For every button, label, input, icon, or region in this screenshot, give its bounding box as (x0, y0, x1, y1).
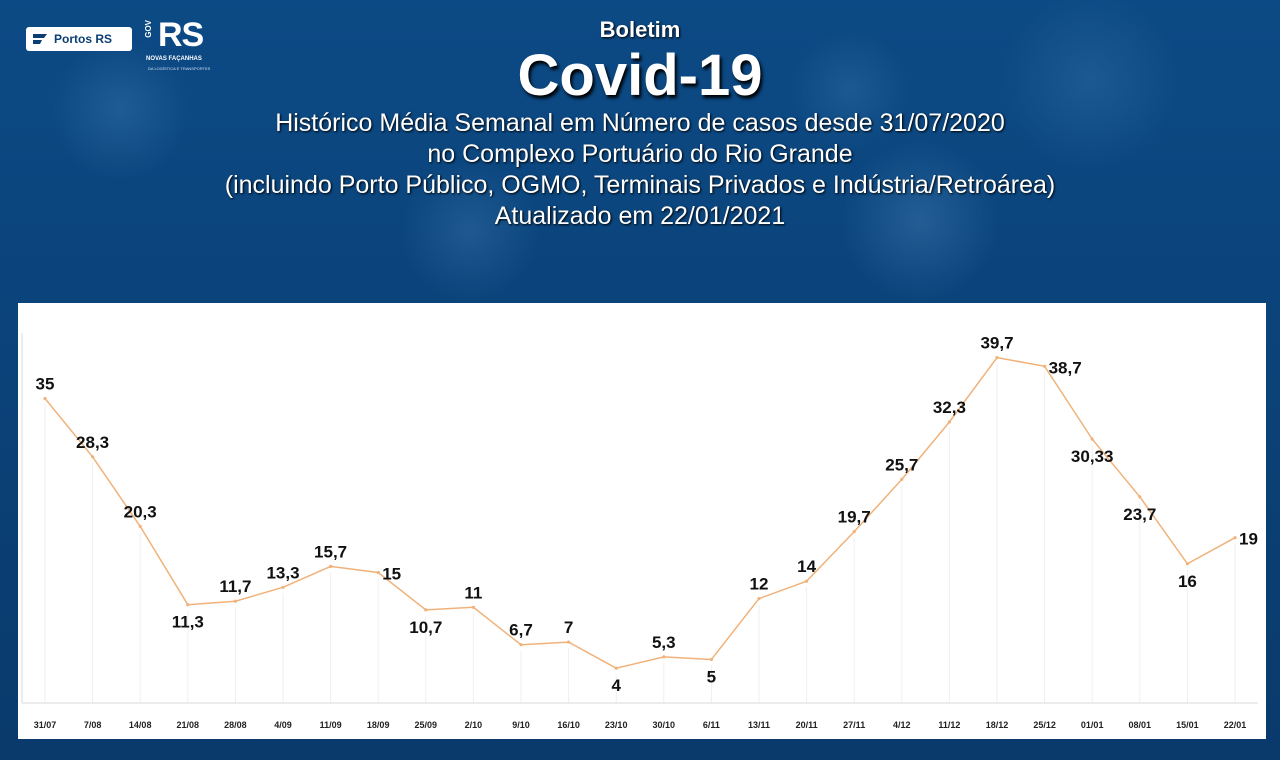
x-tick-label: 31/07 (34, 720, 57, 730)
data-label: 11,3 (172, 613, 204, 632)
x-tick-label: 22/01 (1224, 720, 1247, 730)
data-point (471, 605, 475, 609)
data-point (43, 396, 47, 401)
description-line: no Complexo Portuário do Rio Grande (427, 140, 853, 168)
x-tick-label: 16/10 (557, 720, 580, 730)
rs-gov-logo: GOV RS NOVAS FAÇANHAS DA LOGÍSTICA E TRA… (144, 16, 214, 80)
data-label: 20,3 (124, 502, 157, 521)
x-tick-label: 14/08 (129, 720, 152, 730)
data-label: 23,7 (1123, 505, 1156, 524)
x-tick-label: 4/12 (893, 720, 911, 730)
data-point (995, 356, 999, 360)
data-point (1090, 437, 1094, 441)
portos-rs-logo: Portos RS (26, 27, 132, 51)
data-label: 32,3 (933, 398, 966, 417)
data-label: 19,7 (838, 508, 871, 527)
data-label: 12 (750, 575, 769, 594)
x-tick-label: 18/09 (367, 720, 390, 730)
portos-logo-text: Portos RS (54, 32, 113, 46)
data-point (567, 640, 571, 644)
data-label: 15,7 (314, 542, 347, 561)
data-point (1233, 536, 1237, 540)
data-point (329, 564, 333, 569)
data-point (1043, 364, 1047, 368)
x-tick-label: 25/09 (415, 720, 438, 730)
data-point (281, 585, 285, 589)
data-point (947, 420, 952, 424)
x-tick-label: 20/11 (796, 720, 818, 730)
data-label: 13,3 (266, 563, 299, 582)
x-tick-label: 23/10 (605, 720, 628, 730)
x-tick-label: 13/11 (748, 720, 770, 730)
x-tick-label: 18/12 (986, 720, 1009, 730)
x-tick-label: 4/09 (274, 720, 292, 730)
rs-logo-text: RS (158, 16, 204, 54)
x-tick-label: 25/12 (1033, 720, 1056, 730)
data-label: 39,7 (980, 334, 1013, 353)
data-label: 5,3 (652, 633, 676, 652)
x-tick-label: 27/11 (843, 720, 865, 730)
x-tick-label: 9/10 (512, 720, 530, 730)
data-label: 30,33 (1071, 447, 1114, 466)
rs-small-text: DA LOGÍSTICA E TRANSPORTES (148, 66, 211, 71)
data-point (662, 655, 666, 659)
data-label: 38,7 (1049, 358, 1082, 377)
description-line: Histórico Média Semanal em Número de cas… (275, 109, 1005, 137)
data-label: 35 (36, 375, 55, 394)
x-tick-label: 21/08 (177, 720, 200, 730)
x-tick-label: 7/08 (84, 720, 102, 730)
description-line: (incluindo Porto Público, OGMO, Terminai… (224, 171, 1056, 199)
portos-logo-icon (33, 34, 47, 44)
line-chart: 31/07 7/08 14/08 21/08 28/08 4/09 11/09 18/09 25… (21, 333, 1258, 730)
data-point (757, 597, 761, 601)
x-tick-label: 11/09 (320, 720, 342, 730)
data-label: 15 (382, 565, 401, 584)
x-tick-label: 28/08 (224, 720, 247, 730)
data-point (186, 603, 190, 607)
x-tick-label: 08/01 (1129, 720, 1152, 730)
data-label: 14 (797, 557, 816, 576)
data-point (852, 530, 856, 534)
data-label: 16 (1178, 572, 1197, 591)
x-tick-label: 30/10 (653, 720, 676, 730)
data-point (91, 455, 95, 459)
data-point (805, 579, 809, 583)
data-point (519, 643, 523, 647)
description-line: Atualizado em 22/01/2021 (494, 202, 786, 230)
header-description: Histórico Média Semanal em Número de cas… (0, 108, 1280, 232)
x-tick-label: 11/12 (938, 720, 960, 730)
x-tick-label: 15/01 (1176, 720, 1199, 730)
x-tick-label: 2/10 (465, 720, 483, 730)
data-point (1185, 562, 1189, 566)
data-point (900, 477, 904, 482)
chart-panel: 31/07 7/08 14/08 21/08 28/08 4/09 11/09 18/09 25… (18, 303, 1266, 739)
data-label: 11,7 (219, 577, 251, 596)
x-tick-label: 6/11 (703, 720, 720, 730)
data-label: 28,3 (76, 433, 109, 452)
data-point (233, 599, 237, 603)
data-label: 5 (707, 668, 716, 687)
header: Boletim Covid-19 Histórico Média Semanal… (0, 14, 1280, 232)
data-label: 6,7 (509, 621, 533, 640)
x-tick-label: 01/01 (1081, 720, 1104, 730)
data-label: 11 (464, 583, 482, 602)
data-point (424, 608, 428, 612)
header-subtitle: Boletim (599, 17, 681, 42)
data-point (376, 570, 380, 575)
data-label: 19 (1239, 530, 1258, 549)
data-point (614, 666, 618, 670)
series-line (44, 356, 1236, 669)
data-point (709, 657, 714, 662)
data-label: 10,7 (409, 618, 442, 637)
rs-tagline: NOVAS FAÇANHAS (146, 56, 202, 62)
page-title: Covid-19 (517, 43, 763, 108)
data-label: 7 (564, 618, 573, 637)
data-label: 4 (611, 676, 621, 695)
data-point (1138, 495, 1142, 499)
data-point (138, 524, 142, 528)
data-label: 25,7 (885, 455, 918, 474)
